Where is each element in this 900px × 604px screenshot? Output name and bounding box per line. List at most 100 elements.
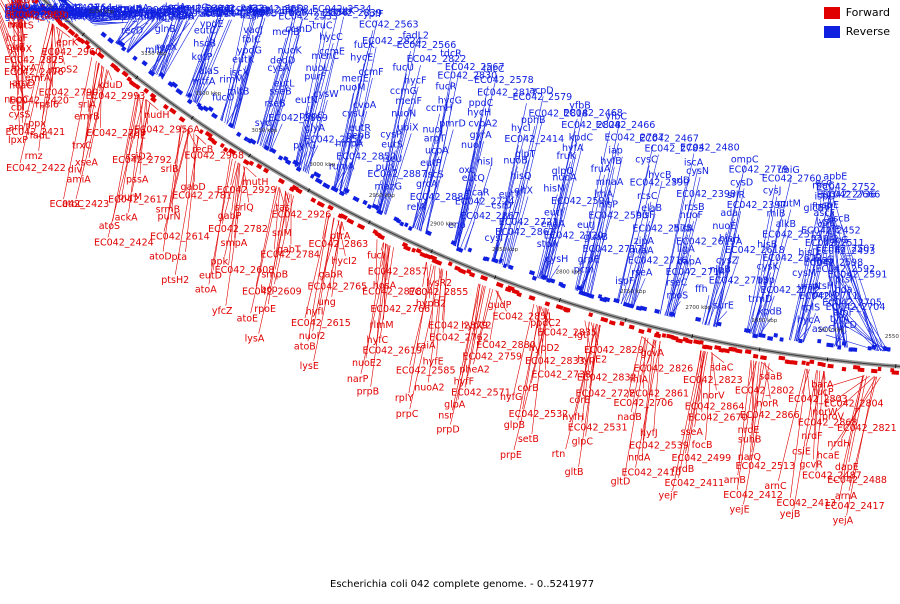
- forward-gene-label: sdaB: [759, 372, 782, 383]
- reverse-feature: [376, 209, 383, 215]
- reverse-gene-label: EC042_2493: [816, 246, 876, 257]
- reverse-gene-label: rhlB: [766, 208, 785, 219]
- kbp-tick-label: 2800 kbp: [556, 269, 582, 275]
- reverse-feature: [132, 55, 137, 61]
- reverse-gene-label: zipA: [634, 236, 655, 247]
- reverse-gene-label: folE: [823, 224, 841, 235]
- legend-swatch-reverse: [824, 26, 840, 38]
- reverse-gene-label: nuoL: [306, 63, 330, 74]
- forward-feature: [67, 28, 75, 36]
- forward-feature: [647, 328, 652, 333]
- forward-feature: [150, 96, 157, 103]
- forward-gene-label: EC042_2617: [108, 194, 168, 205]
- reverse-feature: [837, 345, 841, 349]
- reverse-feature: [717, 322, 722, 327]
- reverse-gene-label: rplS: [802, 302, 821, 313]
- reverse-feature: [404, 222, 409, 227]
- reverse-gene-label: rpoS: [666, 290, 688, 301]
- reverse-gene-label: mltB: [227, 87, 249, 98]
- forward-gene-label: EC042_2706: [614, 398, 674, 409]
- forward-feature: [629, 324, 635, 329]
- reverse-gene-label: gyrA: [470, 130, 493, 141]
- reverse-gene-label: hycF: [404, 76, 426, 87]
- reverse-gene-label: hisB: [757, 239, 777, 250]
- reverse-feature: [408, 226, 413, 231]
- forward-gene-label: kduD: [98, 80, 123, 91]
- forward-feature: [753, 354, 759, 359]
- forward-gene-label: amiA: [67, 174, 92, 185]
- reverse-feature: [175, 88, 183, 95]
- forward-gene-label: EC042_2823: [683, 375, 743, 386]
- reverse-gene-label: kpdC: [569, 132, 594, 143]
- forward-gene-label: EC042_2782: [208, 224, 268, 235]
- forward-gene-label: yejF: [659, 491, 679, 502]
- forward-gene-label: EC042_2531: [568, 422, 628, 433]
- forward-gene-label: yejB: [780, 509, 801, 520]
- kbp-tick-label: 2850 kbp: [492, 247, 518, 253]
- forward-gene-label: atoA: [195, 284, 217, 295]
- forward-gene-label: trxC: [72, 141, 92, 152]
- reverse-gene-label: nuoK: [278, 46, 303, 57]
- forward-gene-label: EC042_2879: [428, 320, 488, 331]
- reverse-gene-label: cysZ: [716, 256, 739, 267]
- reverse-gene-label: hisM: [543, 183, 565, 194]
- forward-feature: [220, 143, 225, 148]
- forward-gene-label: eutD: [199, 271, 222, 282]
- forward-gene-label: gudP: [488, 300, 512, 311]
- forward-gene-label: hyfI: [306, 306, 324, 317]
- reverse-feature: [842, 341, 847, 345]
- forward-gene-label: EC042_2766: [370, 304, 430, 315]
- reverse-gene-label: upp: [757, 275, 775, 286]
- forward-gene-label: focB: [692, 440, 713, 451]
- reverse-gene-label: mdtK: [330, 6, 356, 17]
- forward-feature: [662, 333, 667, 338]
- reverse-gene-label: iscU: [382, 154, 402, 165]
- reverse-gene-label: ypdG: [237, 46, 262, 57]
- reverse-feature: [121, 46, 127, 52]
- forward-gene-label: csiE: [792, 446, 811, 457]
- reverse-gene-label: eutR: [349, 123, 372, 134]
- forward-gene-label: EC042_2614: [150, 232, 210, 243]
- forward-gene-label: prpC: [396, 409, 419, 420]
- reverse-gene-label: glnB: [155, 24, 176, 35]
- reverse-gene-label: recD: [121, 26, 143, 37]
- reverse-gene-label: ksgA: [240, 10, 263, 21]
- reverse-gene-label: ucpA: [425, 145, 449, 156]
- forward-label-line: [108, 70, 112, 80]
- forward-gene-label: purN: [158, 211, 181, 222]
- forward-gene-label: pta: [172, 252, 188, 263]
- forward-feature: [676, 338, 683, 343]
- reverse-feature: [654, 309, 660, 314]
- reverse-gene-label: eutS: [381, 139, 403, 150]
- forward-gene-label: EC042_2417: [825, 501, 885, 512]
- reverse-feature: [872, 345, 877, 349]
- forward-feature: [179, 116, 186, 122]
- reverse-gene-label: rseA: [631, 267, 653, 278]
- forward-gene-label: cbl: [11, 103, 25, 114]
- reverse-gene-label: eutI: [544, 208, 562, 219]
- reverse-gene-label: dapA: [677, 257, 702, 268]
- reverse-feature: [626, 303, 634, 309]
- reverse-gene-label: ascB: [828, 214, 851, 225]
- forward-gene-label: EC042_2422: [6, 163, 66, 174]
- forward-gene-label: gltB: [565, 467, 584, 478]
- reverse-feature: [767, 336, 773, 341]
- reverse-feature: [491, 257, 499, 263]
- reverse-gene-label: mnaA: [596, 177, 624, 188]
- forward-gene-label: glpA: [444, 400, 466, 411]
- forward-feature: [434, 259, 442, 265]
- forward-feature: [609, 320, 616, 325]
- forward-gene-label: sseA: [681, 427, 704, 438]
- forward-gene-label: EC042_2857: [368, 267, 428, 278]
- forward-gene-label: EC042_2826: [634, 363, 694, 374]
- forward-gene-label: EC042_2851: [493, 311, 553, 322]
- reverse-feature: [292, 160, 299, 167]
- forward-gene-label: EC042_2585: [396, 365, 456, 376]
- reverse-gene-label: grpE: [578, 255, 600, 266]
- reverse-gene-label: eutL: [274, 79, 296, 90]
- forward-gene-label: srlM: [272, 228, 292, 239]
- reverse-feature: [508, 265, 514, 270]
- reverse-feature: [868, 346, 872, 350]
- forward-gene-label: EC042_2619: [362, 345, 422, 356]
- reverse-feature: [826, 343, 834, 348]
